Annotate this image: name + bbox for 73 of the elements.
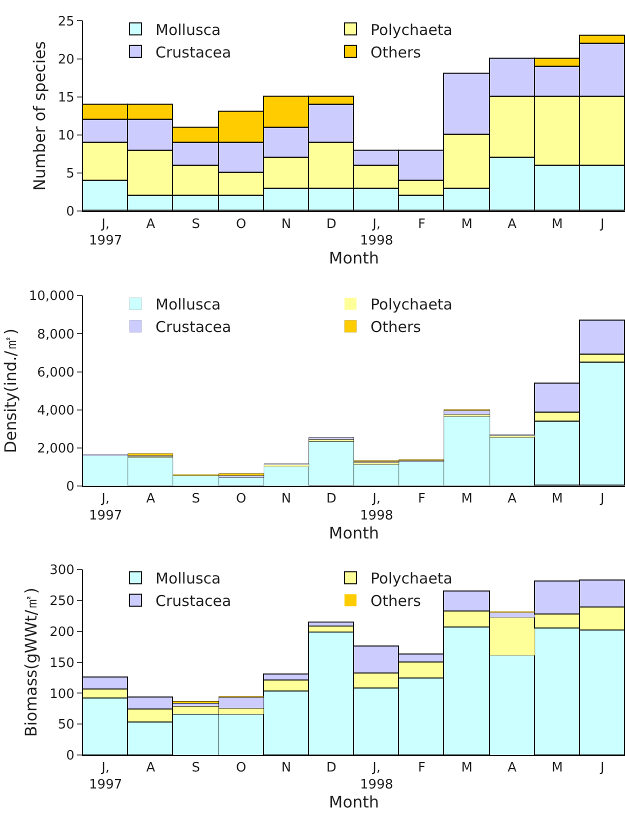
x-tick-label: J bbox=[600, 216, 604, 232]
x-tick-label: J bbox=[600, 760, 604, 776]
y-tick-label: 150 bbox=[50, 656, 74, 671]
x-axis-title: Month bbox=[328, 792, 380, 812]
y-tick-label: 0 bbox=[66, 480, 74, 495]
y-tick-label: 200 bbox=[50, 624, 74, 640]
legend-label: Crustacea bbox=[156, 43, 232, 62]
x-tick-label: D bbox=[326, 216, 336, 232]
legend-label: Polychaeta bbox=[370, 570, 453, 588]
x-tick-label: J, 1998 bbox=[360, 760, 394, 793]
legend-label: Others bbox=[370, 43, 422, 62]
x-tick-label: J, 1997 bbox=[89, 760, 122, 793]
x-tick-label: N bbox=[281, 216, 292, 232]
x-tick-label: A bbox=[146, 216, 156, 232]
x-tick-label: O bbox=[236, 492, 246, 507]
x-tick-label: A bbox=[508, 216, 517, 232]
x-tick-label: M bbox=[552, 492, 563, 507]
y-tick-label: 0 bbox=[66, 204, 74, 220]
x-tick-label: M bbox=[461, 216, 473, 232]
x-tick-label: O bbox=[236, 760, 246, 776]
y-tick-label: 100 bbox=[50, 686, 74, 702]
x-axis-title: Month bbox=[328, 524, 380, 543]
x-tick-label: A bbox=[146, 492, 156, 507]
x-tick-label: N bbox=[281, 492, 292, 507]
y-tick-label: 15 bbox=[58, 90, 74, 106]
legend-label: Polychaeta bbox=[370, 296, 453, 314]
x-axis-title: Month bbox=[328, 248, 380, 268]
legend-label: Crustacea bbox=[156, 592, 232, 610]
legend-label: Others bbox=[370, 318, 422, 336]
y-tick-label: 0 bbox=[66, 748, 74, 764]
legend-label: Mollusca bbox=[156, 570, 221, 588]
x-tick-label: M bbox=[461, 760, 473, 776]
y-axis-title: Number of species bbox=[30, 41, 49, 191]
y-tick-label: 10,000 bbox=[28, 289, 74, 304]
x-tick-label: J, 1998 bbox=[360, 492, 394, 524]
legend-label: Mollusca bbox=[156, 296, 221, 314]
x-tick-label: F bbox=[418, 760, 426, 776]
x-tick-label: N bbox=[281, 760, 292, 776]
y-tick-label: 6,000 bbox=[37, 365, 74, 380]
y-tick-label: 20 bbox=[58, 52, 74, 68]
y-tick-label: 10 bbox=[58, 128, 74, 144]
x-tick-label: D bbox=[326, 492, 336, 507]
y-tick-label: 8,000 bbox=[37, 327, 74, 342]
x-tick-label: A bbox=[146, 760, 156, 776]
x-tick-label: D bbox=[326, 760, 336, 776]
y-tick-label: 250 bbox=[50, 594, 74, 610]
legend-label: Polychaeta bbox=[370, 20, 453, 39]
x-tick-label: S bbox=[192, 760, 200, 776]
x-tick-label: M bbox=[552, 216, 563, 232]
legend-label: Crustacea bbox=[156, 318, 232, 336]
y-tick-label: 5 bbox=[66, 166, 74, 182]
x-tick-label: J, 1997 bbox=[89, 492, 122, 524]
x-tick-label: A bbox=[508, 760, 517, 776]
legend-label: Mollusca bbox=[156, 20, 221, 39]
y-axis-title: Density(ind./㎡) bbox=[0, 328, 20, 454]
y-tick-label: 300 bbox=[50, 563, 74, 578]
x-tick-label: F bbox=[418, 216, 426, 232]
x-tick-label: J, 1997 bbox=[89, 216, 122, 249]
x-tick-label: A bbox=[508, 492, 517, 507]
x-tick-label: O bbox=[236, 216, 246, 232]
legend-label: Others bbox=[370, 592, 422, 610]
x-tick-label: S bbox=[192, 216, 200, 232]
x-tick-label: F bbox=[418, 492, 426, 507]
y-tick-label: 4,000 bbox=[37, 403, 74, 418]
y-tick-label: 50 bbox=[58, 718, 74, 733]
x-tick-label: S bbox=[192, 492, 200, 507]
y-tick-label: 25 bbox=[58, 14, 74, 30]
x-tick-label: J, 1998 bbox=[360, 216, 394, 249]
x-tick-label: M bbox=[461, 492, 473, 507]
x-tick-label: J bbox=[600, 492, 604, 507]
x-tick-label: M bbox=[552, 760, 563, 776]
y-axis-title: Biomass(gWWt/㎡) bbox=[21, 588, 40, 737]
y-tick-label: 2,000 bbox=[37, 442, 74, 457]
